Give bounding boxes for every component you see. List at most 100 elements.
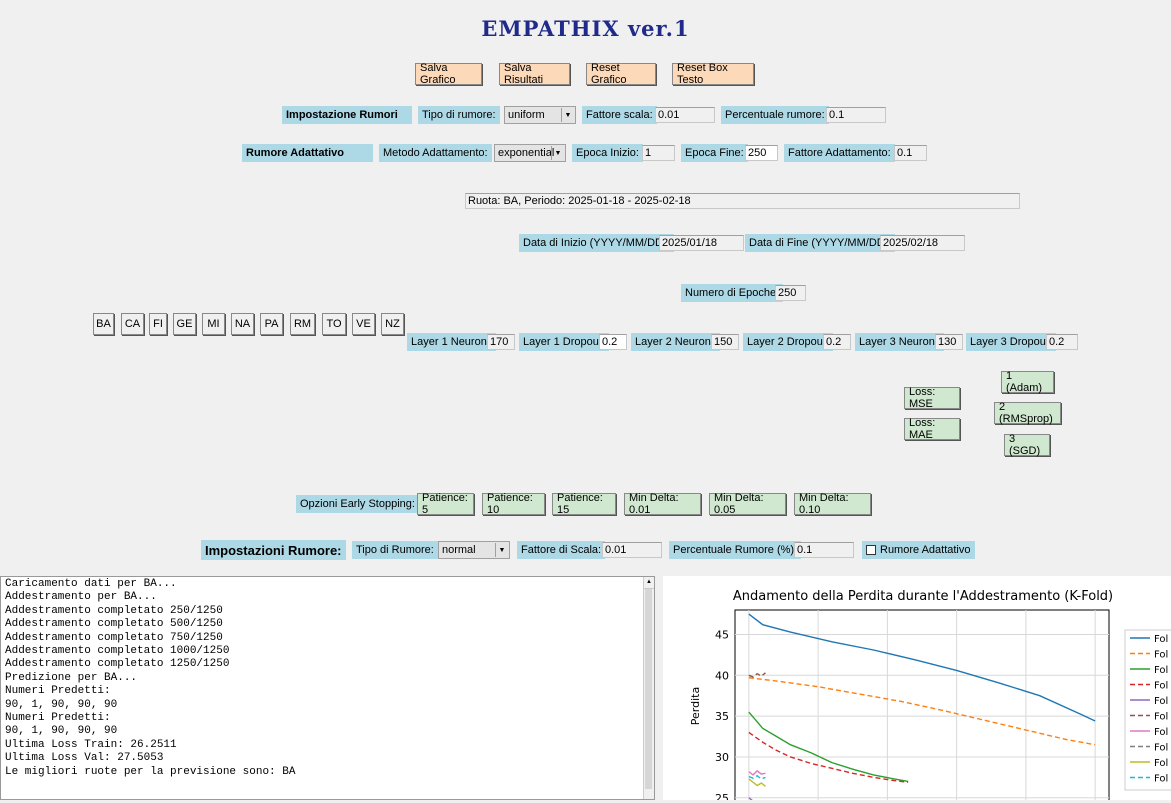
- optimizer-rmsprop-button[interactable]: 2 (RMSprop): [994, 401, 1061, 425]
- adaptive-factor-input[interactable]: 0.1: [894, 145, 927, 161]
- legend-label-2: Fol: [1154, 665, 1168, 676]
- layer2-neurons-label: Layer 2 Neuroni:: [631, 333, 721, 351]
- end-date-label: Data di Fine (YYYY/MM/DD):: [745, 234, 896, 252]
- min-delta-001-button[interactable]: Min Delta: 0.01: [624, 492, 701, 516]
- console-scrollbar[interactable]: ▲: [643, 577, 654, 799]
- save-chart-button[interactable]: Salva Grafico: [415, 62, 482, 86]
- loss-chart: Andamento della Perdita durante l'Addest…: [663, 576, 1171, 803]
- noise-type-label: Tipo di rumore:: [418, 106, 500, 124]
- end-epoch-label: Epoca Fine:: [681, 144, 748, 162]
- legend-label-1: Fol: [1154, 650, 1168, 661]
- min-delta-005-button[interactable]: Min Delta: 0.05: [709, 492, 786, 516]
- min-delta-010-button[interactable]: Min Delta: 0.10: [794, 492, 871, 516]
- wheel-button-ve[interactable]: VE: [352, 313, 375, 335]
- layer2-dropout-label: Layer 2 Dropout:: [743, 333, 833, 351]
- end-date-input[interactable]: 2025/02/18: [880, 235, 965, 251]
- loss-mae-button[interactable]: Loss: MAE: [904, 417, 960, 441]
- legend-label-5: Fol: [1154, 712, 1168, 723]
- noise-type-value: uniform: [508, 109, 545, 121]
- series-line-6: [748, 769, 766, 776]
- chevron-down-icon: ▼: [561, 108, 574, 122]
- legend-label-9: Fol: [1154, 774, 1168, 785]
- legend-label-3: Fol: [1154, 681, 1168, 692]
- wheel-button-na[interactable]: NA: [231, 313, 254, 335]
- noise2-type-value: normal: [442, 544, 476, 556]
- wheel-button-ca[interactable]: CA: [121, 313, 144, 335]
- legend-label-4: Fol: [1154, 696, 1168, 707]
- start-date-label: Data di Inizio (YYYY/MM/DD):: [519, 234, 674, 252]
- layer3-neurons-input[interactable]: 130: [935, 334, 963, 350]
- adaptive-factor-label: Fattore Adattamento:: [784, 144, 895, 162]
- noise2-type-select[interactable]: normal ▼: [438, 541, 510, 559]
- adaptive-noise-checkbox-label: Rumore Adattativo: [880, 544, 971, 556]
- noise-percent-input[interactable]: 0.1: [826, 107, 886, 123]
- epochs-label: Numero di Epoche:: [681, 284, 784, 302]
- wheel-button-rm[interactable]: RM: [290, 313, 315, 335]
- early-stopping-label: Opzioni Early Stopping:: [296, 495, 419, 513]
- noise2-scale-input[interactable]: 0.01: [602, 542, 662, 558]
- end-epoch-input[interactable]: 250: [745, 145, 778, 161]
- y-tick-label: 40: [715, 669, 729, 682]
- series-line-3: [748, 731, 909, 783]
- console-text: Caricamento dati per BA... Addestramento…: [5, 578, 296, 778]
- y-tick-label: 45: [715, 628, 729, 641]
- noise2-percent-input[interactable]: 0.1: [794, 542, 854, 558]
- save-results-button[interactable]: Salva Risultati: [499, 62, 570, 86]
- y-axis-label: Perdita: [689, 687, 702, 725]
- layer2-neurons-input[interactable]: 150: [711, 334, 739, 350]
- layer1-dropout-input[interactable]: 0.2: [599, 334, 627, 350]
- noise-percent-label: Percentuale rumore:: [721, 106, 829, 124]
- y-tick-label: 30: [715, 751, 729, 764]
- chart-title: Andamento della Perdita durante l'Addest…: [733, 589, 1113, 604]
- noise-settings-section-label: Impostazione Rumori: [282, 106, 412, 124]
- plot-frame: [734, 609, 1110, 803]
- legend-label-8: Fol: [1154, 758, 1168, 769]
- layer3-dropout-label: Layer 3 Dropout:: [966, 333, 1056, 351]
- epochs-input[interactable]: 250: [775, 285, 806, 301]
- chevron-down-icon: ▼: [495, 543, 508, 557]
- wheel-button-to[interactable]: TO: [322, 313, 346, 335]
- legend-label-0: Fol: [1154, 634, 1168, 645]
- patience-10-button[interactable]: Patience: 10: [482, 492, 545, 516]
- scroll-up-icon[interactable]: ▲: [644, 577, 654, 589]
- adaptive-noise-checkbox-wrapper[interactable]: Rumore Adattativo: [862, 541, 975, 559]
- wheel-button-ge[interactable]: GE: [173, 313, 196, 335]
- legend-label-6: Fol: [1154, 727, 1168, 738]
- noise-scale-input[interactable]: 0.01: [655, 107, 715, 123]
- start-epoch-input[interactable]: 1: [642, 145, 675, 161]
- chevron-down-icon: ▼: [551, 146, 564, 160]
- legend-box: [1124, 629, 1171, 791]
- adaptive-noise-section-label: Rumore Adattativo: [242, 144, 373, 162]
- noise-type-select[interactable]: uniform ▼: [504, 106, 576, 124]
- wheel-button-pa[interactable]: PA: [260, 313, 283, 335]
- layer2-dropout-input[interactable]: 0.2: [823, 334, 851, 350]
- optimizer-sgd-button[interactable]: 3 (SGD): [1004, 433, 1050, 457]
- optimizer-adam-button[interactable]: 1 (Adam): [1001, 370, 1054, 394]
- y-tick-label: 35: [715, 710, 729, 723]
- wheel-button-ba[interactable]: BA: [93, 313, 114, 335]
- loss-mse-button[interactable]: Loss: MSE: [904, 386, 960, 410]
- scroll-thumb[interactable]: [645, 589, 652, 789]
- legend-label-7: Fol: [1154, 743, 1168, 754]
- noise2-type-label: Tipo di Rumore:: [352, 541, 438, 559]
- patience-15-button[interactable]: Patience: 15: [552, 492, 616, 516]
- noise2-scale-label: Fattore di Scala:: [517, 541, 606, 559]
- app-title: EMPATHIX ver.1: [481, 16, 690, 41]
- adaptive-method-label: Metodo Adattamento:: [379, 144, 492, 162]
- wheel-button-fi[interactable]: FI: [149, 313, 167, 335]
- adaptive-noise-checkbox[interactable]: [866, 545, 876, 555]
- noise-scale-label: Fattore scala:: [582, 106, 657, 124]
- reset-textbox-button[interactable]: Reset Box Testo: [672, 62, 754, 86]
- output-console[interactable]: Caricamento dati per BA... Addestramento…: [0, 576, 655, 800]
- start-date-input[interactable]: 2025/01/18: [659, 235, 744, 251]
- adaptive-method-select[interactable]: exponential ▼: [494, 144, 566, 162]
- patience-5-button[interactable]: Patience: 5: [417, 492, 474, 516]
- loss-chart-svg: Andamento della Perdita durante l'Addest…: [689, 589, 1171, 803]
- series-line-5: [748, 672, 766, 678]
- wheel-button-mi[interactable]: MI: [202, 313, 225, 335]
- layer3-dropout-input[interactable]: 0.2: [1046, 334, 1078, 350]
- wheel-period-display: Ruota: BA, Periodo: 2025-01-18 - 2025-02…: [465, 193, 1020, 209]
- layer1-neurons-input[interactable]: 170: [487, 334, 515, 350]
- reset-chart-button[interactable]: Reset Grafico: [586, 62, 656, 86]
- wheel-button-nz[interactable]: NZ: [381, 313, 404, 335]
